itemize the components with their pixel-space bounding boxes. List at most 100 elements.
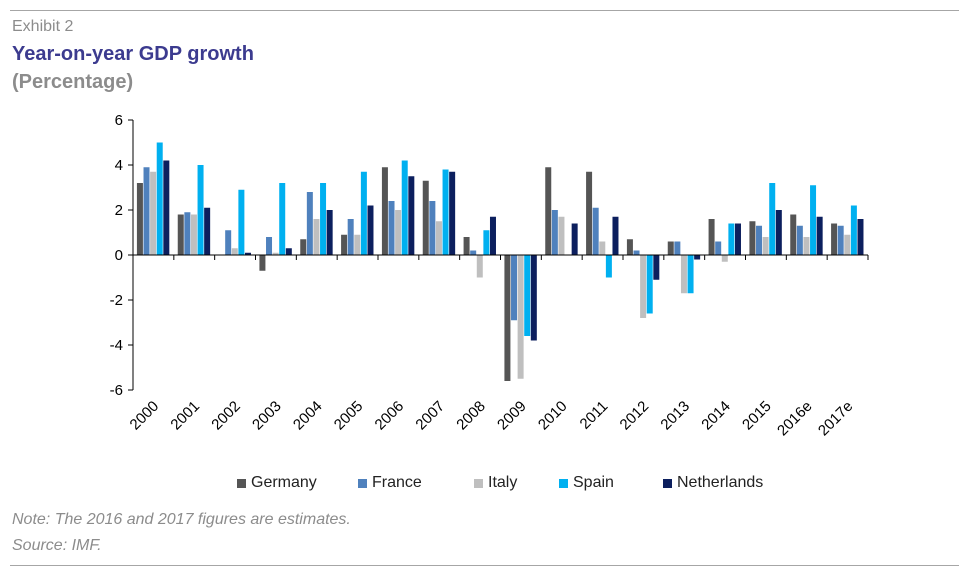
bar-france-2014 [715,241,722,255]
legend-swatch [237,478,246,488]
chart-subtitle: (Percentage) [12,71,134,93]
bar-netherlands-2002 [244,252,251,255]
chart-title: Year-on-year GDP growth [12,43,254,65]
bar-germany-2008 [463,237,470,255]
legend-item-germany: Germany [237,474,317,492]
bar-germany-2001 [177,214,184,255]
bar-france-2000 [143,167,150,255]
bar-netherlands-2004 [326,210,333,255]
bar-spain-2017e [850,205,857,255]
bar-italy-2006 [395,210,402,255]
bar-france-2004 [306,192,313,255]
legend-item-france: France [358,474,422,492]
bar-italy-2005 [354,234,361,255]
bar-italy-2016e [803,237,810,255]
bar-france-2005 [347,219,354,255]
y-tick-label: 0 [115,247,123,264]
legend-swatch [358,478,367,488]
bar-spain-2012 [646,255,653,314]
bar-france-2008 [470,250,477,255]
bar-germany-2004 [300,239,307,255]
bar-italy-2012 [640,255,647,318]
bar-netherlands-2003 [285,248,292,255]
y-tick-label: -6 [110,382,123,399]
top-rule [10,10,959,11]
legend-item-spain: Spain [559,474,614,492]
legend-swatch [559,478,568,488]
bar-italy-2003 [272,252,279,255]
bar-italy-2015 [762,237,769,255]
bar-netherlands-2007 [449,171,456,255]
y-tick-label: 6 [115,112,123,129]
bar-germany-2014 [708,219,715,255]
bottom-rule [10,565,959,566]
bar-netherlands-2011 [612,216,619,255]
bar-italy-2001 [190,214,197,255]
bar-germany-2012 [626,239,633,255]
bar-france-2001 [184,212,191,255]
bar-germany-2000 [136,183,143,255]
legend-label: Germany [251,474,317,491]
legend-label: Italy [488,474,518,491]
legend-swatch [663,478,672,488]
bar-netherlands-2012 [653,255,660,280]
bar-spain-2014 [728,223,735,255]
y-tick-label: -4 [110,337,123,354]
bar-germany-2010 [545,167,552,255]
bar-italy-2011 [599,241,606,255]
bar-netherlands-2017e [857,219,864,255]
bar-france-2007 [429,201,436,255]
bar-germany-2007 [422,180,429,255]
bar-spain-2016e [810,185,817,255]
bar-italy-2000 [150,171,157,255]
x-tick-label: 2016e [774,398,816,440]
x-tick-label: 2008 [453,398,489,434]
bar-netherlands-2009 [530,255,537,341]
x-tick-label: 2015 [739,398,775,434]
y-tick-label: 4 [115,157,123,174]
exhibit-label: Exhibit 2 [12,18,74,35]
x-tick-label: 2010 [535,398,571,434]
bar-spain-2009 [524,255,531,336]
bar-spain-2002 [238,189,245,255]
bar-netherlands-2016e [816,216,823,255]
bar-france-2016e [796,225,803,255]
bar-france-2003 [266,237,273,255]
bar-italy-2008 [476,255,483,278]
bar-spain-2003 [279,183,286,255]
x-tick-label: 2007 [412,398,448,434]
bar-spain-2007 [442,169,449,255]
x-tick-label: 2000 [127,398,163,434]
bar-spain-2011 [605,255,612,278]
bar-netherlands-2001 [204,207,211,255]
bar-spain-2013 [687,255,694,294]
x-tick-label: 2009 [494,398,530,434]
bar-france-2012 [633,250,640,255]
bar-france-2009 [511,255,518,321]
bar-netherlands-2000 [163,160,170,255]
bar-italy-2004 [313,219,320,255]
x-tick-label: 2014 [698,398,734,434]
bar-netherlands-2013 [694,255,701,260]
footnote: Note: The 2016 and 2017 figures are esti… [12,511,351,528]
bar-spain-2005 [360,171,367,255]
x-tick-label: 2004 [290,398,326,434]
bar-germany-2009 [504,255,511,381]
bar-germany-2005 [341,234,348,255]
bar-france-2017e [837,225,844,255]
x-tick-label: 2017e [815,398,857,440]
x-tick-label: 2011 [577,398,612,433]
y-tick-label: 2 [115,202,123,219]
bar-netherlands-2008 [489,216,496,255]
x-tick-label: 2006 [372,398,408,434]
bar-netherlands-2015 [775,210,782,255]
bar-france-2015 [756,225,763,255]
bar-netherlands-2005 [367,205,374,255]
legend-item-italy: Italy [474,474,517,492]
x-tick-label: 2013 [657,398,693,434]
bar-germany-2016e [790,214,797,255]
bar-germany-2013 [667,241,674,255]
legend-label: France [372,474,422,491]
bar-italy-2007 [435,221,442,255]
